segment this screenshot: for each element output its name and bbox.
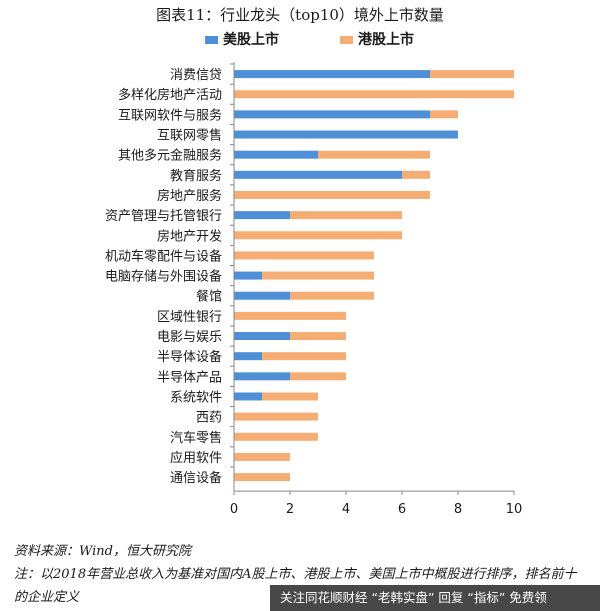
footnote: 注：以2018年营业总收入为基准对国内A股上市、港股上市、美国上市中概股进行排序… <box>14 567 577 605</box>
bar-us <box>234 130 458 139</box>
bar-hk <box>234 90 514 99</box>
bar-hk <box>234 412 318 421</box>
category-label: 互联网软件与服务 <box>118 107 222 123</box>
bar-hk <box>290 291 374 300</box>
bar-us <box>234 211 290 220</box>
bar-us <box>234 372 290 381</box>
bar-hk <box>402 170 430 179</box>
category-label: 多样化房地产活动 <box>118 87 222 103</box>
legend-swatch <box>340 36 353 44</box>
x-tick-label: 0 <box>230 502 238 517</box>
category-label: 餐馆 <box>196 289 222 305</box>
category-label: 其他多元金融服务 <box>118 148 222 164</box>
x-tick-label: 6 <box>398 502 406 517</box>
category-label: 消费信贷 <box>170 68 222 83</box>
legend-label: 美股上市 <box>223 31 279 48</box>
category-label: 电影与娱乐 <box>157 330 222 345</box>
category-label: 房地产服务 <box>157 188 222 204</box>
category-label: 电脑存储与外围设备 <box>105 269 222 285</box>
bar-hk <box>234 311 346 320</box>
category-label: 汽车零售 <box>170 430 222 446</box>
bar-us <box>234 352 262 361</box>
category-label: 机动车零配件与设备 <box>105 248 222 264</box>
bar-hk <box>234 190 430 199</box>
bar-us <box>234 150 318 159</box>
bar-us <box>234 332 290 341</box>
figure-title: 图表11：行业龙头（top10）境外上市数量 <box>156 6 444 24</box>
category-label: 资产管理与托管银行 <box>105 209 222 224</box>
bar-us <box>234 291 290 300</box>
bar-hk <box>262 352 346 361</box>
bar-hk <box>234 231 402 240</box>
bar-hk <box>318 150 430 159</box>
bar-us <box>234 170 402 179</box>
bar-hk <box>290 372 346 381</box>
category-label: 房地产开发 <box>157 228 222 244</box>
bar-hk <box>290 332 346 341</box>
source-note: 资料来源：Wind，恒大研究院 <box>14 544 191 559</box>
category-label: 区域性银行 <box>157 310 222 325</box>
category-label: 系统软件 <box>170 390 222 405</box>
bar-hk <box>234 251 374 260</box>
bar-us <box>234 271 262 280</box>
x-tick-label: 10 <box>506 502 523 517</box>
category-label: 半导体设备 <box>157 349 222 365</box>
bar-us <box>234 392 262 401</box>
bar-hk <box>234 473 290 482</box>
x-tick-label: 8 <box>454 502 462 517</box>
watermark-banner: 关注同花顺财经 “老韩实盘” 回复 “指标” 免费领 <box>270 585 600 611</box>
bar-chart: 美股上市 港股上市消费信贷多样化房地产活动互联网软件与服务互联网零售其他多元金融服… <box>105 31 523 517</box>
bar-us <box>234 110 430 119</box>
bar-hk <box>262 271 374 280</box>
category-label: 西药 <box>196 411 222 426</box>
bar-us <box>234 70 430 79</box>
bar-hk <box>234 432 318 441</box>
bar-hk <box>234 452 290 461</box>
legend-swatch <box>205 36 218 44</box>
bar-hk <box>262 392 318 401</box>
legend-label: 港股上市 <box>358 31 414 48</box>
category-label: 通信设备 <box>170 470 222 486</box>
x-tick-label: 4 <box>342 502 350 517</box>
bar-hk <box>430 70 514 79</box>
category-label: 应用软件 <box>170 450 222 466</box>
bar-hk <box>290 211 402 220</box>
bar-hk <box>430 110 458 119</box>
category-label: 互联网零售 <box>157 128 222 144</box>
category-label: 半导体产品 <box>157 370 222 385</box>
category-label: 教育服务 <box>170 168 222 184</box>
x-tick-label: 2 <box>286 502 294 517</box>
